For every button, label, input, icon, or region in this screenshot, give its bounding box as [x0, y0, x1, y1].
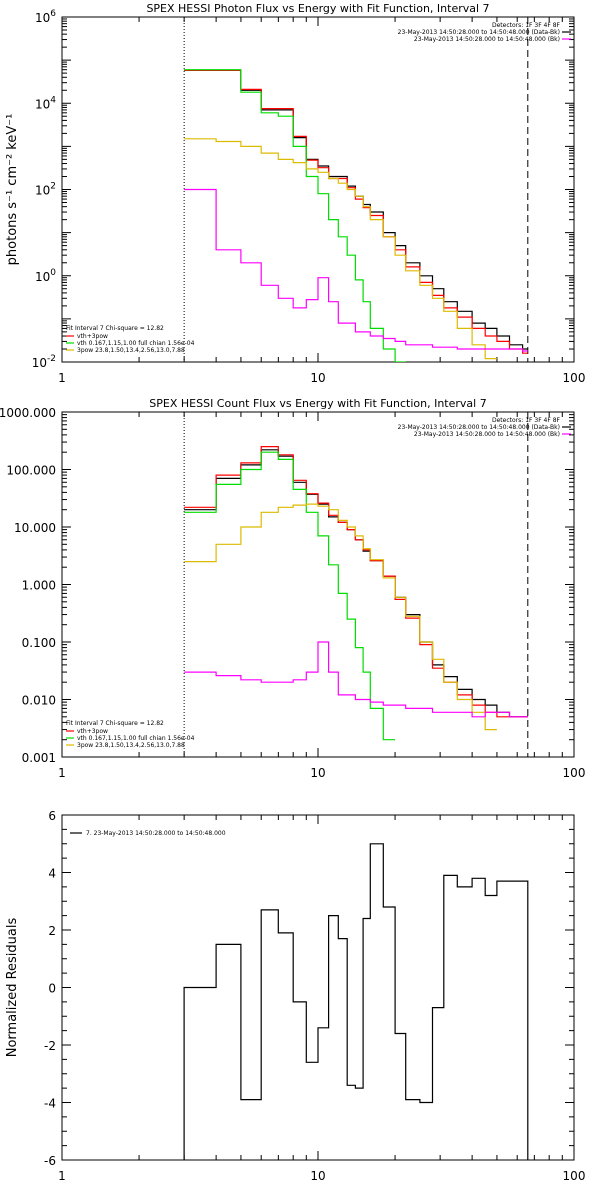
count-series-line — [184, 641, 528, 718]
resid-y-tick-label: -2 — [44, 1039, 56, 1053]
count-series-line — [184, 503, 497, 731]
photon-y-tick-base: 10 — [35, 11, 50, 25]
resid-y-tick-label: 0 — [48, 982, 56, 996]
photon-y-tick-label: 100 — [35, 268, 56, 284]
count-y-tick-label: 10.000 — [14, 521, 56, 535]
photon-header-line: 23-May-2013 14:50:28.000 to 14:50:48.000… — [398, 29, 560, 36]
photon-y-tick-exp: -2 — [47, 354, 56, 364]
photon-series-group — [184, 69, 528, 362]
resid-series-group — [183, 843, 529, 1160]
resid-x-tick-label: 10 — [310, 1169, 325, 1183]
photon-x-tick-label: 10 — [310, 371, 325, 385]
count-y-tick-label: 0.010 — [22, 694, 56, 708]
count-header-line: 23-May-2013 14:50:28.000 to 14:50:48.000… — [414, 431, 560, 438]
count-y-tick-label: 0.100 — [22, 636, 56, 650]
photon-y-tick-exp: 2 — [50, 182, 56, 192]
count-header-line: 23-May-2013 14:50:28.000 to 14:50:48.000… — [398, 424, 560, 431]
photon-title: SPEX HESSI Photon Flux vs Energy with Fi… — [146, 2, 489, 15]
photon-series-line — [184, 69, 528, 354]
photon-chart: SPEX HESSI Photon Flux vs Energy with Fi… — [5, 2, 585, 385]
photon-legend-title: Fit Interval 7 Chi-square = 12.82 — [66, 325, 164, 332]
count-legend-title: Fit Interval 7 Chi-square = 12.82 — [66, 720, 164, 727]
count-x-tick-label: 100 — [563, 766, 586, 780]
count-y-tick-label: 100.000 — [6, 464, 56, 478]
photon-y-tick-label: 10-2 — [32, 354, 56, 370]
count-y-tick-label: 1000.000 — [0, 406, 56, 420]
count-series-group — [184, 446, 528, 741]
resid-y-label: Normalized Residuals — [5, 918, 20, 1058]
photon-series-line — [184, 138, 497, 360]
resid-y-tick-label: 2 — [48, 924, 56, 938]
photon-y-label: photons s⁻¹ cm⁻² keV⁻¹ — [5, 114, 20, 266]
photon-series-line — [184, 69, 406, 362]
count-legend-entry: vth+3pow — [77, 728, 108, 735]
count-y-tick-label: 1.000 — [22, 579, 56, 593]
count-legend-entry: 3pow 23.8,1.50,13.4,2.56,13.0,7.88 — [77, 742, 185, 749]
photon-y-tick-base: 10 — [35, 184, 50, 198]
photon-y-tick-label: 102 — [35, 182, 56, 198]
resid-x-tick-label: 100 — [563, 1169, 586, 1183]
photon-y-tick-base: 10 — [35, 97, 50, 111]
count-series-line — [184, 449, 528, 718]
count-header-line: Detectors: 1F 3F 4F 8F — [492, 417, 561, 424]
photon-y-tick-exp: 6 — [50, 9, 56, 19]
photon-series-line — [184, 188, 528, 352]
count-chart: SPEX HESSI Count Flux vs Energy with Fit… — [0, 397, 585, 780]
count-title: SPEX HESSI Count Flux vs Energy with Fit… — [149, 397, 486, 410]
resid-y-tick-label: -6 — [44, 1154, 56, 1168]
resid-series-line — [183, 843, 529, 1160]
count-legend-entry: vth 0.167,1.15,1.00 full chian 1.56e-04 — [77, 735, 195, 742]
photon-y-tick-label: 104 — [35, 95, 56, 111]
photon-legend-entry: 3pow 23.8,1.50,13.4,2.56,13.0,7.88 — [77, 347, 185, 354]
photon-legend-entry: vth 0.167,1.15,1.00 full chian 1.56e-04 — [77, 340, 195, 347]
resid-y-tick-label: 6 — [48, 809, 56, 823]
photon-y-tick-exp: 4 — [50, 95, 56, 105]
resid-chart: 1 10 100 -6 -4 -2 0 2 4 6 Normalized Residuals 7. 2… — [5, 809, 585, 1183]
photon-series-line — [184, 69, 528, 350]
count-x-tick-label: 1 — [58, 766, 66, 780]
resid-x-tick-label: 1 — [58, 1169, 66, 1183]
photon-header-line: 23-May-2013 14:50:28.000 to 14:50:48.000… — [414, 36, 560, 43]
photon-x-tick-label: 100 — [563, 371, 586, 385]
count-series-line — [184, 451, 396, 741]
resid-y-tick-label: -4 — [44, 1097, 56, 1111]
count-y-tick-label: 0.001 — [22, 751, 56, 765]
photon-header-line: Detectors: 1F 3F 4F 8F — [492, 22, 561, 29]
photon-y-tick-label: 106 — [35, 9, 56, 25]
photon-legend-entry: vth+3pow — [77, 333, 108, 340]
photon-x-tick-label: 1 — [58, 371, 66, 385]
resid-legend-entry: 7. 23-May-2013 14:50:28.000 to 14:50:48.… — [86, 830, 226, 837]
resid-y-tick-label: 4 — [48, 867, 56, 881]
photon-y-tick-exp: 0 — [50, 268, 56, 278]
count-series-line — [184, 446, 528, 718]
photon-y-tick-base: 10 — [35, 270, 50, 284]
photon-y-tick-base: 10 — [32, 356, 47, 370]
resid-plot-frame — [61, 814, 575, 1161]
count-x-tick-label: 10 — [310, 766, 325, 780]
